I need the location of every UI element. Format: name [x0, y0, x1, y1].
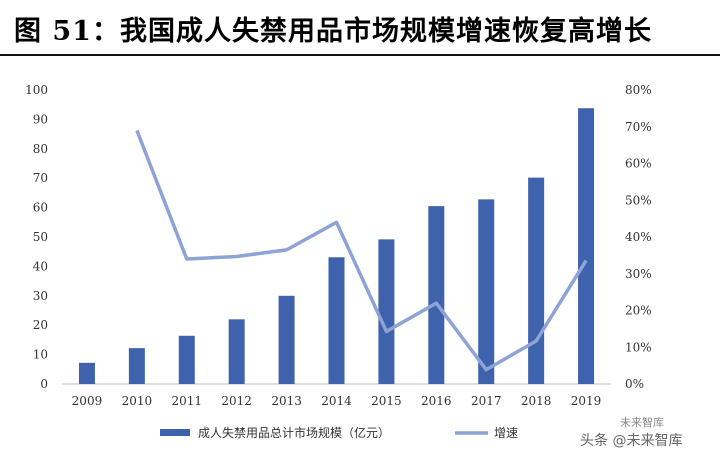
- bar: [478, 199, 495, 384]
- y-right-tick-label: 0%: [625, 377, 644, 391]
- y-left-tick-label: 70: [33, 171, 48, 185]
- y-left-tick-label: 40: [33, 259, 48, 273]
- y-right-tick-label: 10%: [625, 340, 652, 354]
- bar: [78, 362, 95, 384]
- y-left-tick-label: 80: [33, 142, 48, 156]
- x-tick-label: 2012: [221, 394, 252, 408]
- bar: [178, 335, 195, 384]
- y-left-tick-label: 50: [33, 230, 48, 244]
- x-tick-label: 2014: [321, 394, 352, 408]
- title-bar: 图 51：我国成人失禁用品市场规模增速恢复高增长: [0, 0, 720, 56]
- y-right-tick-label: 70%: [625, 120, 652, 134]
- x-tick-label: 2010: [122, 394, 153, 408]
- x-tick-label: 2018: [521, 394, 552, 408]
- chart-title: 图 51：我国成人失禁用品市场规模增速恢复高增长: [14, 16, 652, 47]
- y-left-tick-label: 60: [33, 201, 48, 215]
- x-tick-label: 2015: [371, 394, 402, 408]
- y-right-tick-label: 40%: [625, 230, 652, 244]
- growth-line: [135, 129, 588, 372]
- y-left-tick-label: 90: [33, 112, 48, 126]
- bar: [528, 177, 545, 384]
- watermark-small: 未来智库: [620, 416, 664, 429]
- y-left-tick-label: 30: [33, 289, 48, 303]
- bar: [128, 348, 145, 384]
- x-tick-label: 2013: [271, 394, 302, 408]
- y-right-tick-label: 30%: [625, 267, 652, 281]
- x-tick-label: 2011: [171, 394, 202, 408]
- watermark: 头条 @未来智库: [580, 433, 683, 449]
- y-left-tick-label: 0: [40, 377, 48, 391]
- x-tick-label: 2016: [421, 394, 452, 408]
- x-tick-label: 2009: [72, 394, 103, 408]
- y-left-tick-label: 20: [33, 318, 48, 332]
- bar: [328, 257, 345, 384]
- y-left-tick-label: 10: [33, 348, 48, 362]
- y-right-tick-label: 80%: [625, 83, 652, 97]
- legend-label-bar: 成人失禁用品总计市场规模（亿元）: [198, 425, 390, 440]
- bar: [378, 239, 395, 384]
- bar: [228, 319, 245, 384]
- x-tick-label: 2017: [471, 394, 502, 408]
- y-right-tick-label: 60%: [625, 157, 652, 171]
- bar: [428, 206, 445, 384]
- legend-swatch-bar: [160, 429, 190, 436]
- bar: [278, 295, 295, 384]
- y-right-tick-label: 50%: [625, 193, 652, 207]
- y-left-tick-label: 100: [25, 83, 48, 97]
- y-right-tick-label: 20%: [625, 304, 652, 318]
- legend-label-line: 增速: [494, 426, 518, 440]
- x-tick-label: 2019: [571, 394, 602, 408]
- bar: [578, 108, 595, 384]
